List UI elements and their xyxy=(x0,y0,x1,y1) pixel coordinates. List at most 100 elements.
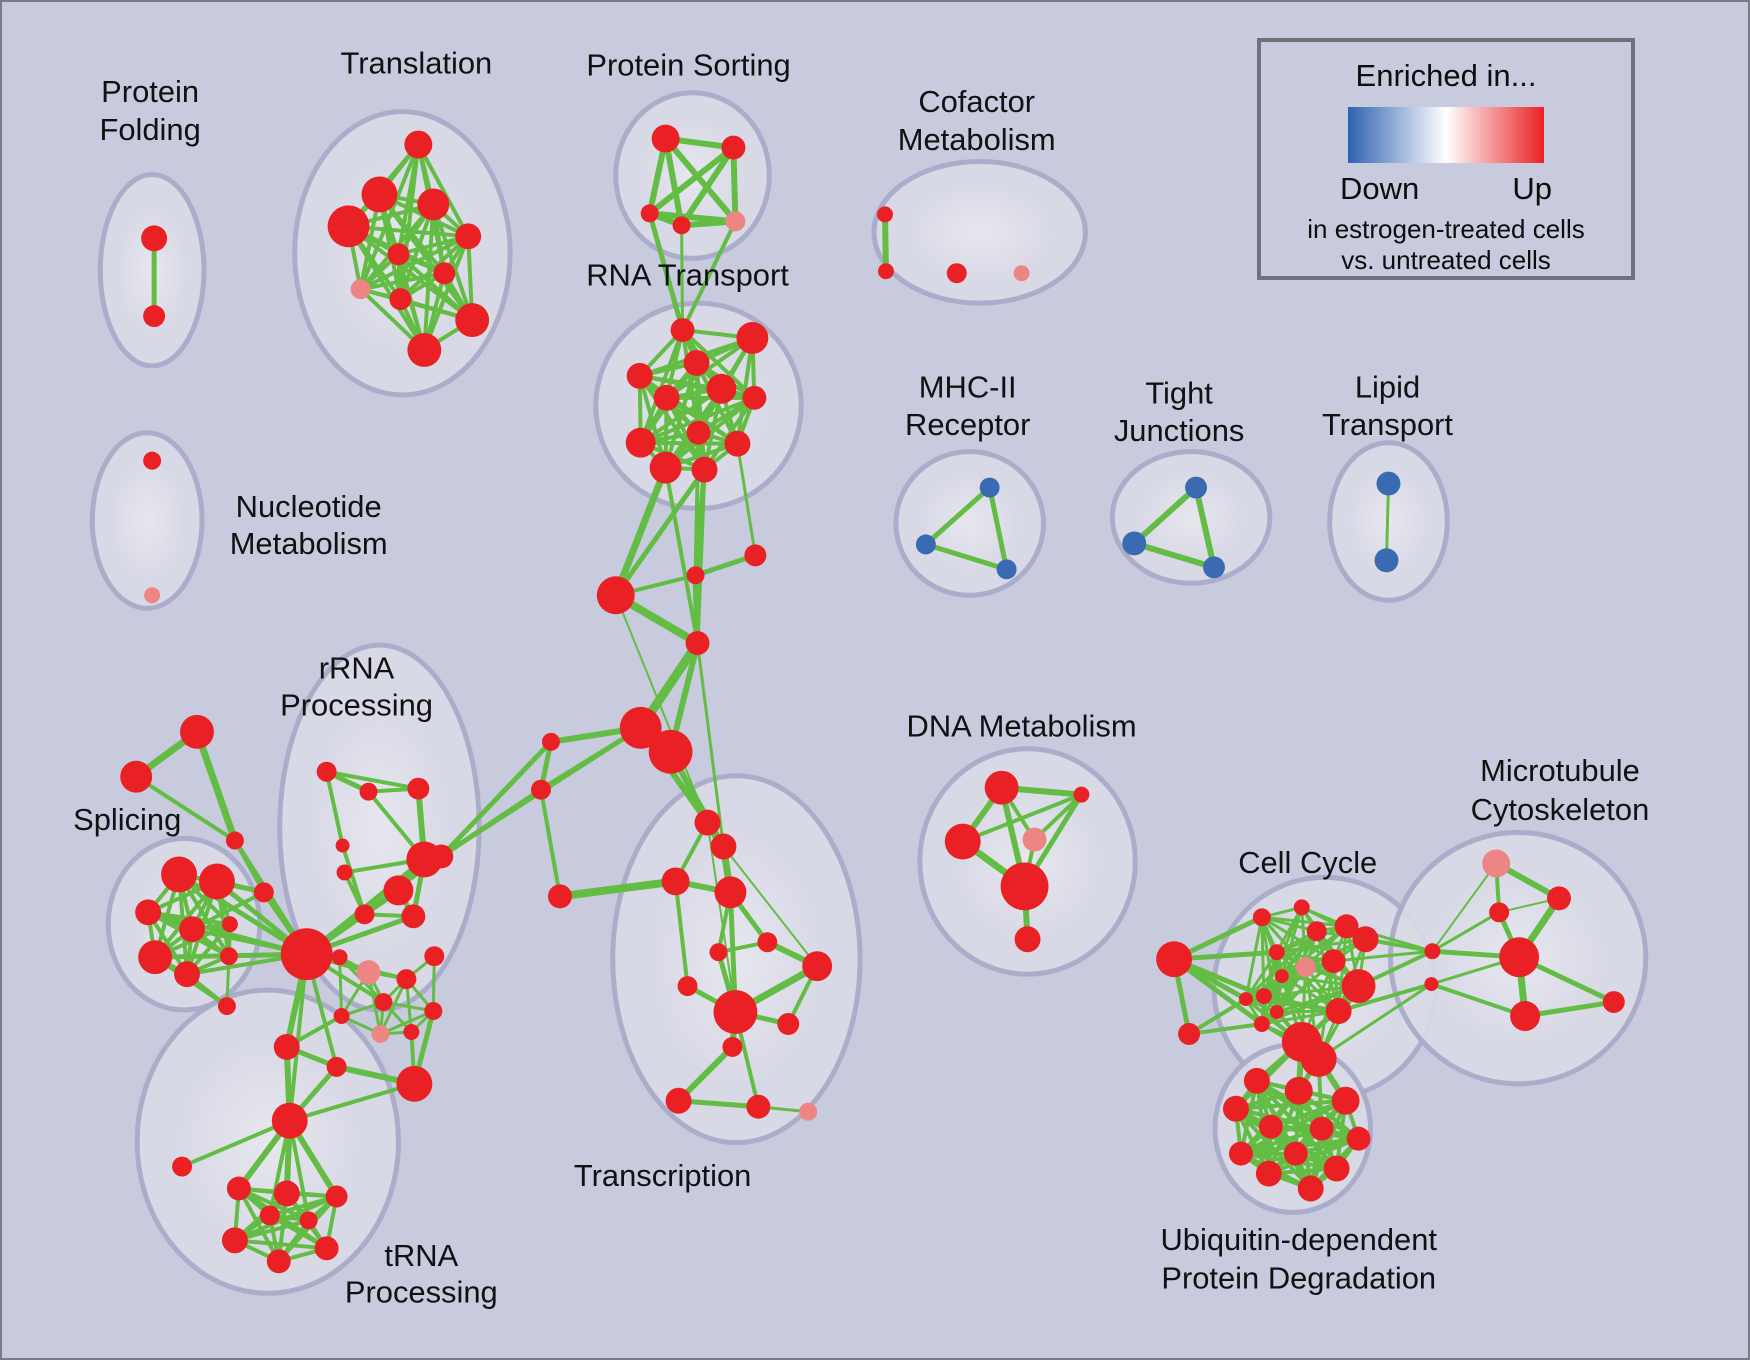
legend-scale-labels: Down Up xyxy=(1340,171,1552,207)
node-rna_transport-3 xyxy=(626,362,653,389)
node-ubiquitin_degradation-2 xyxy=(1331,1086,1360,1115)
edge xyxy=(1429,982,1528,1019)
edge xyxy=(1275,937,1368,954)
node-translation-8 xyxy=(389,288,412,311)
node-trna_processing-6 xyxy=(299,1211,318,1230)
node-transcription-14 xyxy=(799,1102,818,1121)
node-transcription-8 xyxy=(802,951,833,982)
node-ubiquitin_degradation-1 xyxy=(1284,1076,1313,1105)
cluster-label-translation: Translation xyxy=(341,45,493,80)
node-trna_processing-4 xyxy=(325,1185,348,1208)
node-splicing-3 xyxy=(179,916,205,943)
node-dna_metabolism-4 xyxy=(1000,862,1049,911)
edge xyxy=(134,774,237,843)
node-rrna_processing-9 xyxy=(383,875,414,906)
node-transcription-3 xyxy=(714,876,747,909)
edge xyxy=(693,430,701,578)
edge xyxy=(1193,484,1217,571)
node-central_hub-6 xyxy=(541,732,560,751)
edge xyxy=(662,135,739,225)
edge xyxy=(422,234,471,352)
node-translation-2 xyxy=(417,188,450,221)
edge xyxy=(1171,956,1265,1027)
node-rrna_processing-21 xyxy=(371,1024,390,1043)
edge xyxy=(647,210,686,333)
node-rrna_processing-4 xyxy=(359,782,378,801)
edge xyxy=(662,135,685,229)
node-microtubule_cytoskeleton-5 xyxy=(1602,991,1625,1014)
node-translation-5 xyxy=(387,243,410,266)
node-rrna_processing-18 xyxy=(333,1008,350,1024)
edge xyxy=(638,395,757,445)
edge xyxy=(678,144,737,229)
edge xyxy=(1384,482,1390,562)
node-splicing-2 xyxy=(135,899,162,926)
node-splicing-5 xyxy=(138,940,173,975)
node-trna_processing-7 xyxy=(221,1227,248,1254)
node-rrna_processing-16 xyxy=(396,969,417,990)
node-central_hub-5 xyxy=(648,729,693,774)
node-cell_cycle-2 xyxy=(1252,908,1271,927)
node-cell_cycle-0 xyxy=(1156,941,1193,978)
node-transcription-12 xyxy=(665,1087,692,1114)
edge xyxy=(538,787,562,899)
node-tight_junctions-2 xyxy=(1203,556,1225,579)
edge xyxy=(1238,1126,1324,1156)
node-translation-0 xyxy=(404,130,433,159)
node-dna_metabolism-2 xyxy=(944,823,981,860)
node-protein_sorting-4 xyxy=(725,211,746,232)
node-rrna_processing-3 xyxy=(316,761,337,782)
node-trna_processing-8 xyxy=(266,1249,291,1274)
node-rna_transport-9 xyxy=(724,430,751,457)
edge xyxy=(987,485,1010,572)
node-ubiquitin_degradation-8 xyxy=(1283,1141,1308,1166)
node-rrna_processing-2 xyxy=(225,831,244,850)
cluster-label-transcription: Transcription xyxy=(574,1158,751,1193)
edge xyxy=(680,219,738,333)
node-rna_transport-7 xyxy=(686,420,711,445)
edge xyxy=(358,271,447,292)
edge xyxy=(1260,915,1349,928)
node-central_hub-7 xyxy=(531,779,551,800)
cluster-ellipse-transcription xyxy=(610,773,863,1146)
node-cell_cycle-20 xyxy=(1424,977,1439,992)
node-mhc2_receptor-1 xyxy=(915,534,936,555)
legend-caption-line1: in estrogen-treated cells xyxy=(1307,214,1585,244)
node-nucleotide_metabolism-1 xyxy=(144,587,161,604)
legend-box: Enriched in... Down Up in estrogen-treat… xyxy=(1257,38,1635,280)
node-rrna_processing-6 xyxy=(335,838,350,853)
edge xyxy=(638,440,740,446)
node-transcription-0 xyxy=(694,809,721,836)
edge xyxy=(1317,982,1433,1061)
node-cell_cycle-15 xyxy=(1341,969,1376,1004)
node-rna_transport-4 xyxy=(706,373,737,404)
node-protein_sorting-0 xyxy=(651,124,680,153)
edge xyxy=(324,769,345,848)
edge xyxy=(416,142,471,239)
cluster-label-cofactor_metabolism: Cofactor Metabolism xyxy=(898,84,1056,157)
node-cofactor_metabolism-0 xyxy=(876,206,893,223)
node-transcription-4 xyxy=(547,884,572,909)
edge xyxy=(696,641,725,849)
edge xyxy=(1131,484,1200,547)
node-splicing-0 xyxy=(161,856,197,893)
edge xyxy=(232,1238,329,1251)
node-rrna_processing-17 xyxy=(374,993,393,1012)
edge xyxy=(1187,1021,1264,1036)
edge xyxy=(338,955,344,1018)
cluster-label-mhc2_receptor: MHC-II Receptor xyxy=(905,369,1030,442)
edge xyxy=(287,1081,417,1123)
node-ubiquitin_degradation-0 xyxy=(1243,1067,1270,1094)
edge xyxy=(706,821,737,1014)
node-central_hub-3 xyxy=(685,631,710,656)
node-cell_cycle-14 xyxy=(1321,949,1346,974)
node-cell_cycle-11 xyxy=(1238,992,1253,1007)
node-cell_cycle-1 xyxy=(1178,1022,1201,1045)
node-central_hub-1 xyxy=(686,566,705,585)
edge xyxy=(346,224,475,323)
node-transcription-5 xyxy=(757,932,778,953)
edge xyxy=(180,1118,292,1169)
node-dna_metabolism-0 xyxy=(984,770,1019,805)
node-cofactor_metabolism-2 xyxy=(946,263,967,284)
node-ubiquitin_degradation-7 xyxy=(1228,1141,1253,1166)
